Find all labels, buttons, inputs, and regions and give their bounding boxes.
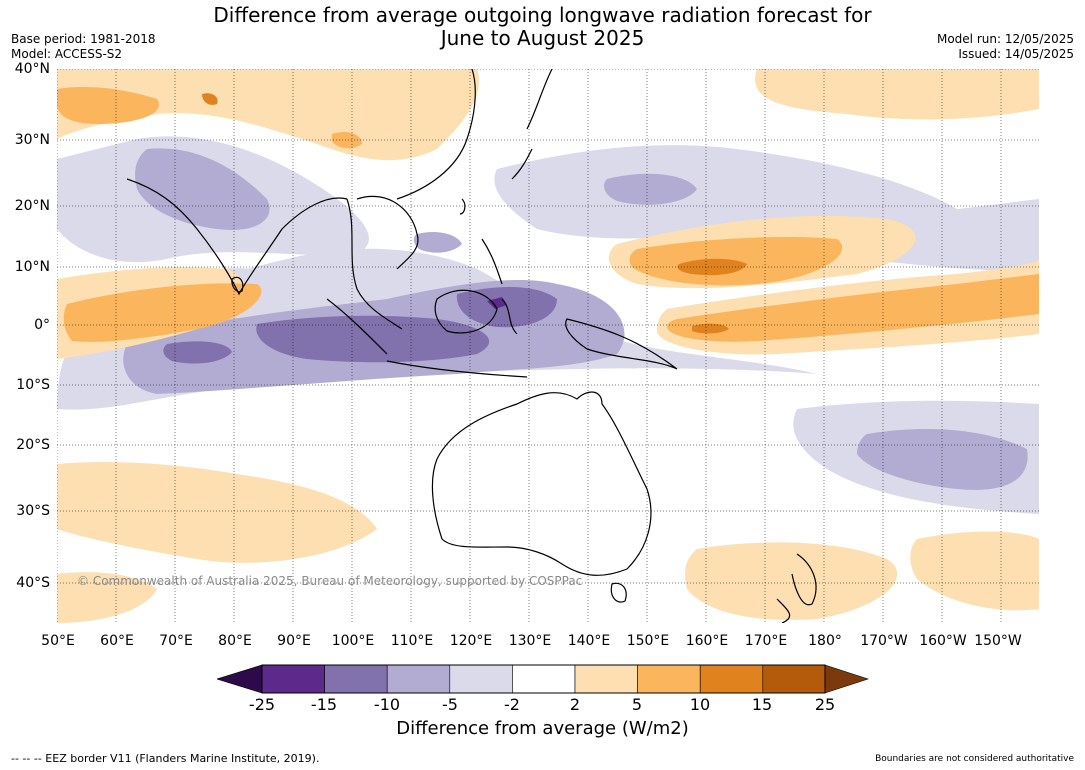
coastlines — [126, 69, 817, 623]
lon-label: 70°E — [159, 633, 193, 649]
colorbar-svg — [215, 664, 869, 694]
title-line-2: June to August 2025 — [440, 26, 645, 50]
colorbar-tick-label: -15 — [310, 695, 338, 714]
colorbar-tick-label: -25 — [248, 695, 276, 714]
colorbar-segment — [699, 664, 764, 694]
lon-label: 150°W — [974, 633, 1022, 649]
colorbar-tick-label: 25 — [814, 695, 836, 714]
lat-label: 40°S — [16, 575, 50, 591]
lat-label: 40°N — [14, 61, 50, 77]
lon-label: 170°E — [744, 633, 788, 649]
colorbar-tick-label: 2 — [569, 695, 581, 714]
lon-label: 90°E — [277, 633, 311, 649]
lon-label: 130°E — [508, 633, 552, 649]
lon-label: 150°E — [626, 633, 670, 649]
colorbar-tick-label: 10 — [689, 695, 711, 714]
lon-label: 180° — [808, 633, 842, 649]
base-period-text: Base period: 1981-2018 — [11, 32, 156, 46]
colorbar-segment — [324, 664, 388, 694]
colorbar-max-arrow — [824, 664, 869, 694]
colorbar-segment — [637, 664, 701, 694]
colorbar-segment — [762, 664, 826, 694]
colorbar-segment — [512, 664, 576, 694]
boundaries-disclaimer: Boundaries are not considered authoritat… — [875, 754, 1074, 764]
lon-label: 140°E — [567, 633, 611, 649]
lon-label: 50°E — [41, 633, 75, 649]
copyright-notice: © Commonwealth of Australia 2025, Bureau… — [77, 574, 583, 588]
map-panel — [57, 69, 1039, 623]
colorbar — [215, 664, 869, 694]
colorbar-segment — [449, 664, 513, 694]
colorbar-tick-label: -5 — [442, 695, 458, 714]
colorbar-segment — [261, 664, 325, 694]
lat-label: 0° — [34, 317, 50, 333]
model-text: Model: ACCESS-S2 — [11, 47, 123, 61]
lon-label: 170°W — [860, 633, 908, 649]
colorbar-tick-label: 5 — [631, 695, 643, 714]
map-svg — [57, 69, 1039, 623]
metadata-right: Model run: 12/05/2025 Issued: 14/05/2025 — [937, 32, 1074, 62]
colorbar-tick-label: -2 — [504, 695, 520, 714]
lat-label: 10°S — [16, 377, 50, 393]
lat-label: 20°S — [16, 437, 50, 453]
lat-label: 30°N — [14, 132, 50, 148]
title-line-1: Difference from average outgoing longwav… — [213, 3, 872, 27]
colorbar-segment — [574, 664, 638, 694]
lon-label: 100°E — [331, 633, 375, 649]
map-title: Difference from average outgoing longwav… — [0, 4, 1085, 50]
lon-label: 110°E — [390, 633, 434, 649]
lat-label: 20°N — [14, 198, 50, 214]
metadata-left: Base period: 1981-2018 Model: ACCESS-S2 — [11, 32, 156, 62]
colorbar-tick-label: 15 — [751, 695, 773, 714]
lat-label: 10°N — [14, 259, 50, 275]
graticule — [57, 69, 1039, 623]
lon-label: 80°E — [218, 633, 252, 649]
lon-label: 60°E — [100, 633, 134, 649]
colorbar-segment — [386, 664, 451, 694]
colorbar-min-arrow — [215, 664, 263, 694]
lon-label: 160°W — [919, 633, 967, 649]
anomaly-strong-positive — [202, 93, 747, 334]
issued-text: Issued: 14/05/2025 — [958, 47, 1074, 61]
colorbar-title: Difference from average (W/m2) — [396, 718, 689, 739]
colorbar-tick-label: -10 — [373, 695, 401, 714]
anomaly-extreme-negative — [487, 297, 507, 309]
eez-border-note: -- -- -- EEZ border V11 (Flanders Marine… — [11, 752, 320, 765]
lon-label: 160°E — [685, 633, 729, 649]
lat-label: 30°S — [16, 503, 50, 519]
model-run-text: Model run: 12/05/2025 — [936, 32, 1074, 46]
lon-label: 120°E — [449, 633, 493, 649]
